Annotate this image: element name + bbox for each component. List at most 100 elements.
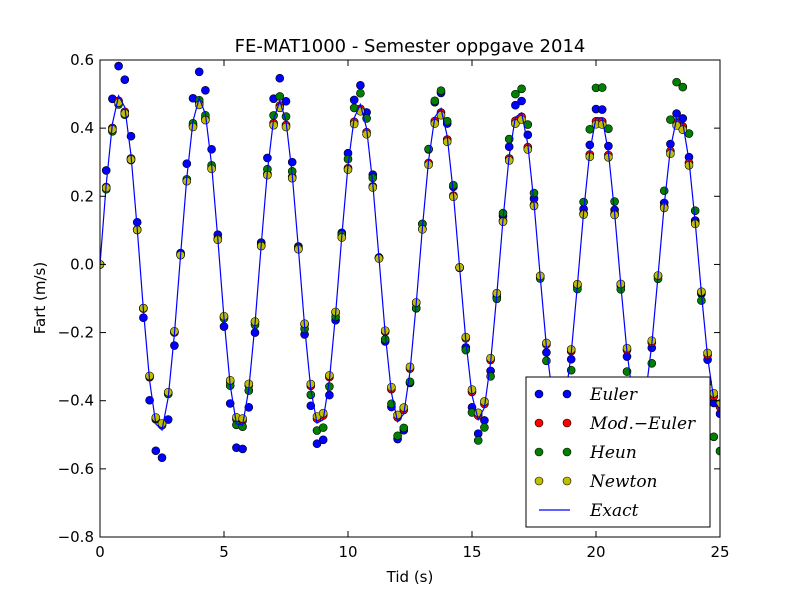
data-point [715, 409, 720, 419]
y-axis-label: Fart (m/s) [31, 262, 49, 334]
series-exact [100, 94, 720, 432]
data-point [517, 115, 526, 124]
data-point [610, 197, 619, 206]
x-tick-label: 20 [586, 543, 605, 561]
legend-marker [562, 418, 572, 428]
data-point [678, 82, 688, 92]
legend-label: Euler [589, 385, 638, 405]
data-point [709, 432, 719, 442]
data-point [672, 109, 681, 118]
data-point [511, 100, 520, 110]
data-point [157, 453, 167, 462]
legend-marker [534, 418, 544, 428]
data-point [597, 105, 607, 114]
data-point [597, 120, 607, 129]
legend-marker [534, 447, 544, 457]
data-point [182, 159, 192, 168]
data-point [715, 446, 720, 456]
data-point [275, 73, 285, 83]
legend-box [525, 376, 711, 528]
data-point [101, 166, 111, 175]
x-tick-label: 25 [710, 543, 729, 561]
data-point [461, 345, 471, 355]
data-point [424, 144, 433, 154]
legend-marker [562, 447, 572, 457]
data-point [517, 96, 526, 106]
x-tick-label: 10 [338, 543, 357, 561]
legend-marker [562, 389, 572, 399]
data-point [511, 89, 520, 99]
legend-label: Newton [589, 472, 658, 492]
legend-item: Exact [539, 501, 639, 521]
data-point [201, 86, 210, 95]
data-point [442, 116, 452, 126]
data-point [604, 141, 613, 151]
y-tick-label: 0.0 [70, 255, 94, 273]
data-point [114, 61, 123, 71]
data-point [504, 142, 514, 152]
exact-line [100, 94, 720, 432]
data-point [517, 84, 526, 94]
data-point [312, 439, 322, 449]
data-point [356, 88, 365, 98]
legend-label: Mod.−Euler [589, 414, 696, 434]
data-point [194, 67, 204, 77]
x-tick-label: 5 [219, 543, 229, 561]
data-point [579, 197, 588, 207]
data-point [349, 95, 359, 105]
y-tick-label: −0.4 [58, 392, 94, 410]
y-tick-label: −0.2 [58, 324, 94, 342]
data-point [678, 125, 688, 135]
legend-item: Mod.−Euler [534, 414, 696, 434]
data-point [244, 402, 254, 412]
data-point [659, 186, 669, 196]
y-tick-label: 0.2 [70, 187, 94, 205]
x-axis-label: Tid (s) [386, 568, 434, 586]
data-point [690, 206, 700, 215]
data-point [170, 341, 179, 350]
axes-layer: 0 5 10 15 20 25 −0.8 −0.6 −0.4 −0.2 0.0 0.2 0.4 0.6 [58, 51, 730, 561]
data-point [157, 419, 167, 428]
legend-label: Heun [589, 443, 637, 463]
legend-marker [534, 389, 544, 399]
data-point [151, 446, 161, 456]
data-point [225, 399, 235, 408]
y-tick-label: −0.8 [58, 528, 94, 546]
chart-title: FE-MAT1000 - Semester oppgave 2014 [235, 36, 586, 57]
data-point [529, 188, 539, 198]
data-point [287, 157, 297, 167]
data-point [666, 115, 675, 124]
data-point [238, 414, 247, 423]
x-tick-label: 15 [462, 543, 481, 561]
axes-frame [99, 59, 721, 538]
data-point [306, 401, 316, 411]
y-tick-label: −0.6 [58, 460, 94, 478]
series-layer [100, 61, 720, 462]
x-tick-label: 0 [95, 543, 105, 561]
data-point [480, 423, 489, 432]
data-point [597, 83, 607, 92]
data-point [585, 140, 595, 150]
data-point [120, 75, 130, 84]
data-point [436, 86, 446, 96]
data-point [542, 356, 551, 366]
legend-item: Euler [534, 385, 638, 405]
data-point [356, 80, 365, 90]
y-tick-label: 0.4 [70, 119, 94, 137]
data-point [449, 180, 458, 190]
legend-marker [562, 476, 572, 486]
legend-item: Heun [534, 443, 637, 463]
data-point [405, 377, 415, 387]
legend-marker [534, 476, 544, 486]
data-point [430, 96, 440, 106]
data-point [399, 423, 409, 433]
data-point [393, 431, 402, 441]
y-tick-label: 0.6 [70, 51, 94, 69]
data-point [672, 77, 681, 87]
data-point [238, 444, 247, 454]
data-point [281, 96, 291, 106]
data-point [263, 153, 272, 163]
data-point [318, 423, 328, 432]
data-point [318, 435, 328, 445]
